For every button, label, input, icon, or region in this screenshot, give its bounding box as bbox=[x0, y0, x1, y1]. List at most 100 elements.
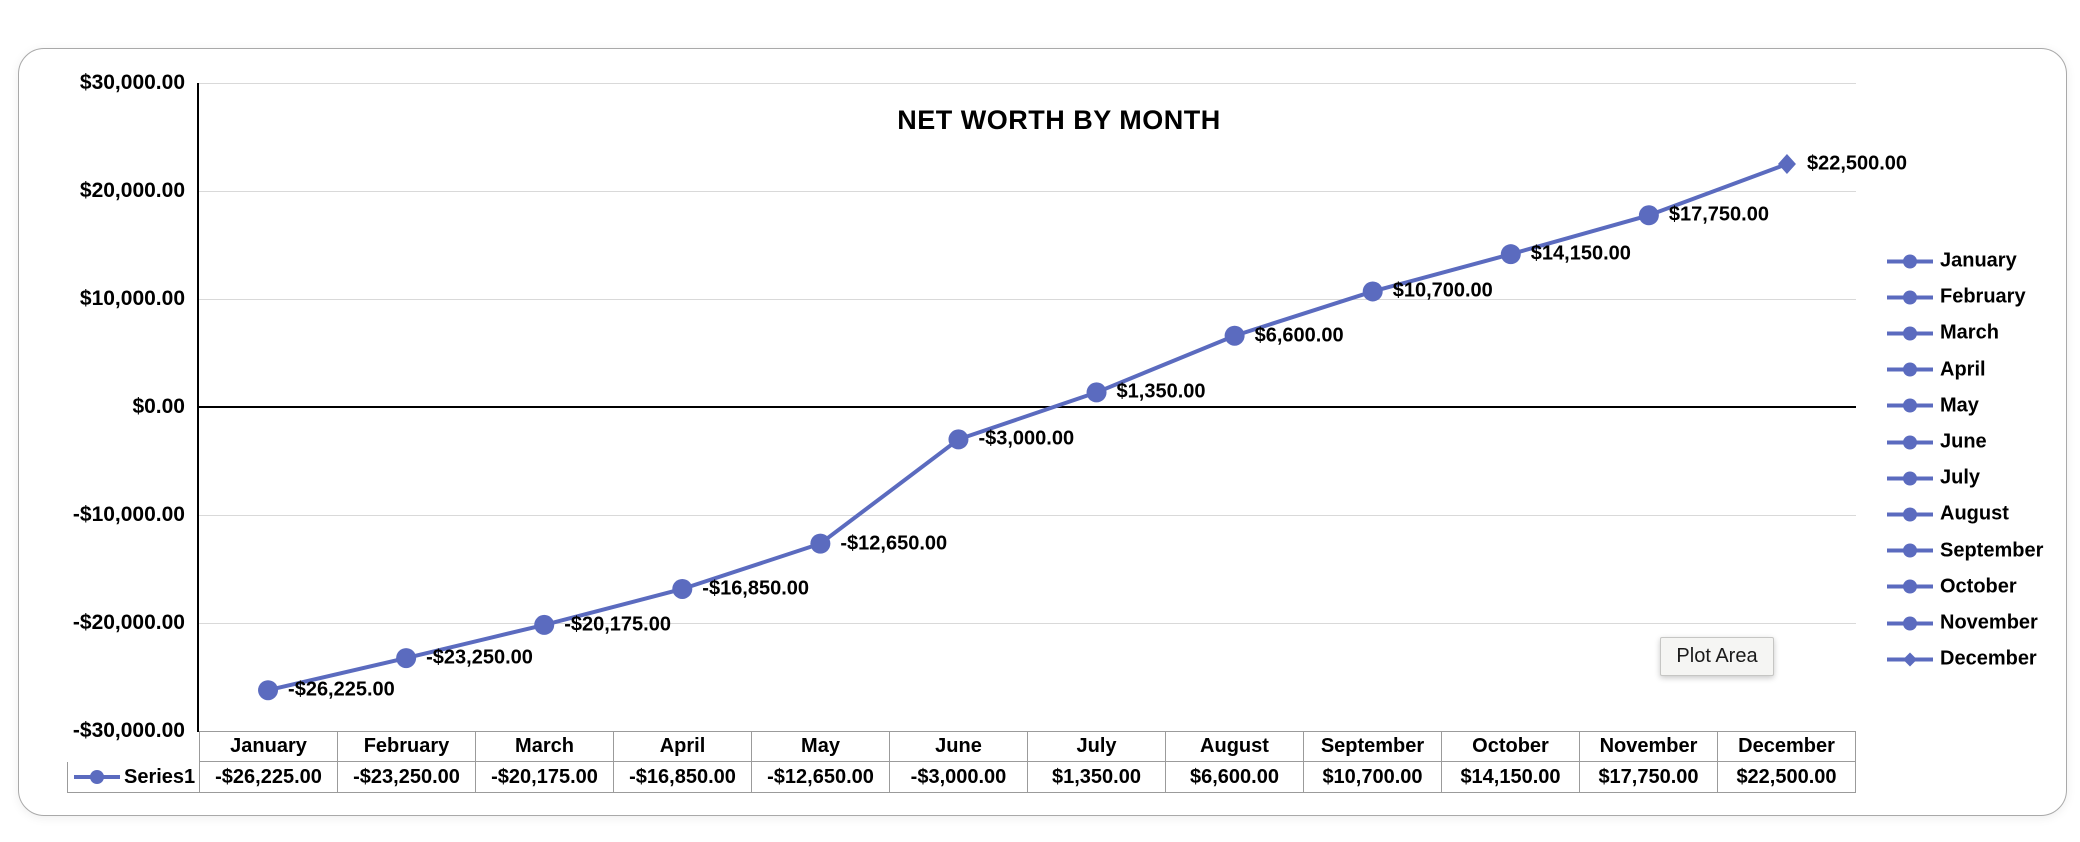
table-header-cell: January bbox=[199, 732, 337, 761]
chart-card: NET WORTH BY MONTH $30,000.00 $20,000.00 $… bbox=[18, 48, 2067, 816]
data-point-label: $14,150.00 bbox=[1530, 242, 1631, 265]
data-table-value-row: Series1 -$26,225.00 -$23,250.00 -$20,175.00… bbox=[67, 762, 1856, 793]
table-value-cell: -$3,000.00 bbox=[889, 762, 1027, 792]
plot-area-tooltip-label: Plot Area bbox=[1676, 645, 1758, 667]
table-value-cell: -$12,650.00 bbox=[751, 762, 889, 792]
legend-item-october[interactable]: October bbox=[1887, 575, 2017, 598]
data-point-marker-diamond[interactable] bbox=[1777, 154, 1796, 174]
legend-label: November bbox=[1940, 611, 2038, 634]
legend-key-icon bbox=[1887, 398, 1933, 413]
legend-item-july[interactable]: July bbox=[1887, 467, 1980, 490]
data-point-marker[interactable] bbox=[1086, 382, 1107, 403]
data-point-label: -$26,225.00 bbox=[288, 678, 395, 701]
legend-label: October bbox=[1940, 575, 2017, 598]
gridline bbox=[199, 191, 1856, 192]
table-value-cell: -$16,850.00 bbox=[613, 762, 751, 792]
data-point-label: $22,500.00 bbox=[1806, 152, 1908, 175]
table-header-cell: December bbox=[1717, 732, 1855, 761]
chart-title[interactable]: NET WORTH BY MONTH bbox=[897, 105, 1221, 135]
series-line-plot[interactable] bbox=[19, 49, 2080, 842]
data-point-marker[interactable] bbox=[672, 578, 693, 599]
legend-key-icon bbox=[1887, 362, 1933, 377]
legend-label: June bbox=[1940, 430, 1987, 453]
legend-label: April bbox=[1940, 358, 1986, 381]
plot-area-tooltip: Plot Area bbox=[1660, 637, 1774, 676]
legend-label: March bbox=[1940, 321, 1999, 344]
table-value-cell: -$23,250.00 bbox=[337, 762, 475, 792]
legend-label: September bbox=[1940, 539, 2044, 562]
table-header-cell: May bbox=[751, 732, 889, 761]
legend-item-june[interactable]: June bbox=[1887, 431, 1987, 454]
data-point-marker[interactable] bbox=[810, 533, 831, 554]
data-point-label: $10,700.00 bbox=[1392, 279, 1493, 302]
gridline bbox=[199, 515, 1856, 516]
y-axis-tick-label: $20,000.00 bbox=[79, 179, 185, 202]
data-point-marker[interactable] bbox=[258, 680, 279, 701]
data-point-marker[interactable] bbox=[534, 614, 555, 635]
legend-item-february[interactable]: February bbox=[1887, 286, 2026, 309]
table-value-cell: $1,350.00 bbox=[1027, 762, 1165, 792]
data-point-marker[interactable] bbox=[396, 648, 417, 669]
table-value-cell: -$26,225.00 bbox=[199, 762, 337, 792]
y-axis-tick-label: $0.00 bbox=[132, 395, 185, 418]
data-point-marker[interactable] bbox=[1362, 281, 1383, 302]
legend-label: May bbox=[1940, 394, 1979, 417]
legend-item-november[interactable]: November bbox=[1887, 612, 2038, 635]
y-axis-tick-label: $30,000.00 bbox=[79, 71, 185, 94]
legend-key-icon bbox=[1887, 290, 1933, 305]
data-point-label: $1,350.00 bbox=[1116, 380, 1206, 403]
data-table-header-row: January February March April May June July Augu… bbox=[199, 731, 1856, 762]
gridline bbox=[199, 83, 1856, 84]
data-point-label: -$20,175.00 bbox=[564, 613, 671, 636]
y-axis-tick-label: -$10,000.00 bbox=[72, 503, 185, 526]
table-value-cell: $14,150.00 bbox=[1441, 762, 1579, 792]
y-axis-tick-label: $10,000.00 bbox=[79, 287, 185, 310]
table-header-cell: July bbox=[1027, 732, 1165, 761]
x-axis-zero-line bbox=[199, 406, 1856, 408]
table-value-cell: $10,700.00 bbox=[1303, 762, 1441, 792]
legend-key-icon bbox=[1887, 616, 1933, 630]
table-header-cell: February bbox=[337, 732, 475, 761]
gridline bbox=[199, 299, 1856, 300]
y-axis-line bbox=[197, 83, 199, 732]
table-value-cell: $17,750.00 bbox=[1579, 762, 1717, 792]
legend-label: December bbox=[1940, 647, 2037, 670]
data-point-label: $17,750.00 bbox=[1668, 203, 1769, 226]
legend-label: February bbox=[1940, 285, 2026, 308]
table-header-cell: September bbox=[1303, 732, 1441, 761]
legend-key-icon bbox=[1887, 579, 1933, 594]
legend-item-january[interactable]: January bbox=[1887, 250, 2017, 273]
table-series-name-label: Series1 bbox=[124, 765, 196, 788]
data-point-marker[interactable] bbox=[1638, 205, 1659, 226]
legend-item-march[interactable]: March bbox=[1887, 322, 1999, 345]
data-point-label: -$3,000.00 bbox=[978, 427, 1075, 450]
legend-item-april[interactable]: April bbox=[1887, 358, 1986, 381]
legend-label: July bbox=[1940, 466, 1981, 489]
table-header-cell: June bbox=[889, 732, 1027, 761]
data-point-label: -$16,850.00 bbox=[702, 577, 810, 600]
legend-item-august[interactable]: August bbox=[1887, 503, 2009, 526]
table-value-cell: $6,600.00 bbox=[1165, 762, 1303, 792]
data-point-marker[interactable] bbox=[1224, 325, 1245, 346]
data-point-label: -$12,650.00 bbox=[840, 532, 948, 555]
series-line[interactable] bbox=[267, 162, 1788, 693]
legend-label: August bbox=[1940, 502, 2009, 525]
y-axis-tick-label: -$20,000.00 bbox=[72, 611, 185, 634]
data-point-label: $6,600.00 bbox=[1254, 324, 1344, 347]
legend-item-september[interactable]: September bbox=[1887, 539, 2043, 562]
gridline bbox=[199, 623, 1856, 624]
series-key-icon bbox=[74, 770, 120, 784]
legend-key-icon bbox=[1887, 507, 1933, 522]
table-header-cell: March bbox=[475, 732, 613, 761]
table-header-cell: October bbox=[1441, 732, 1579, 761]
table-value-cell: $22,500.00 bbox=[1717, 762, 1855, 792]
y-axis-tick-label: -$30,000.00 bbox=[72, 719, 185, 742]
legend-key-icon bbox=[1887, 652, 1933, 667]
data-point-marker[interactable] bbox=[948, 429, 969, 450]
data-point-label: -$23,250.00 bbox=[426, 646, 533, 669]
legend-item-may[interactable]: May bbox=[1887, 394, 1979, 417]
legend-key-icon bbox=[1887, 254, 1933, 268]
data-point-marker[interactable] bbox=[1500, 244, 1521, 265]
legend-item-december[interactable]: December bbox=[1887, 648, 2037, 671]
